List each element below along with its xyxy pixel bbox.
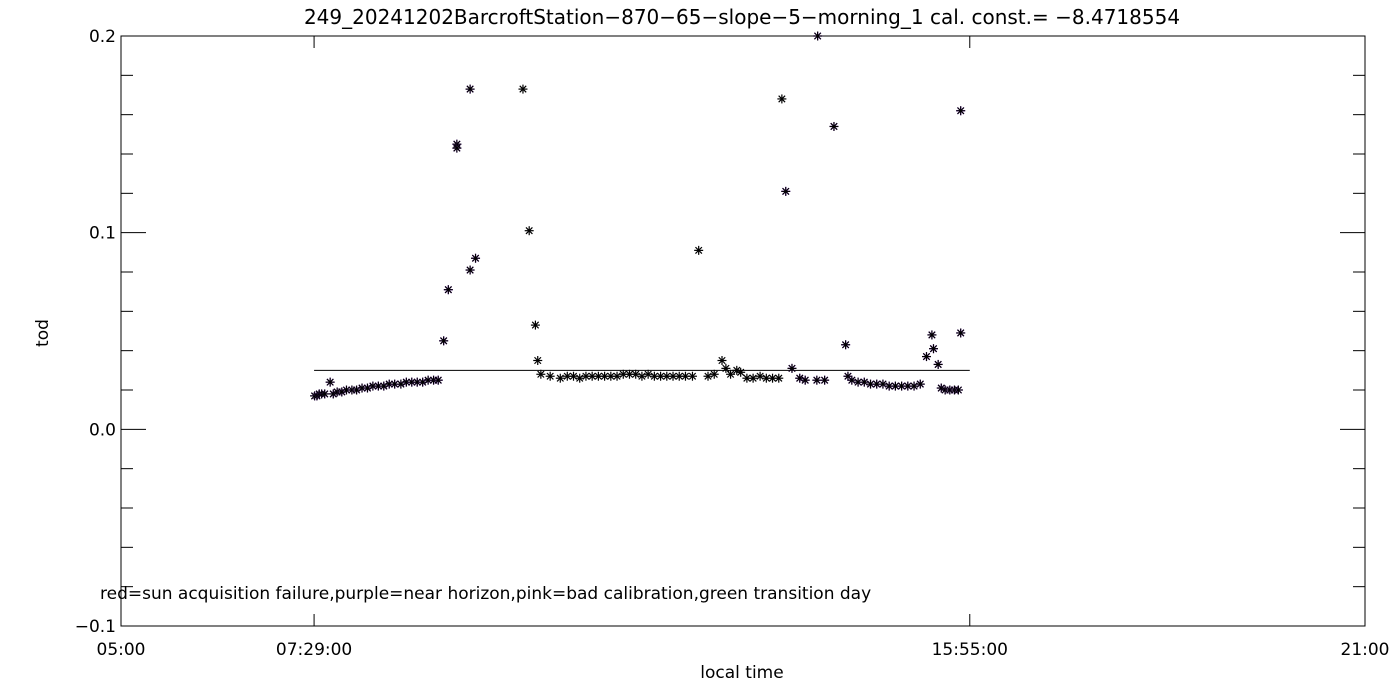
data-point [717, 356, 727, 365]
near-horizon-point [443, 285, 453, 295]
data-point [530, 320, 540, 330]
near-horizon-point [800, 375, 810, 385]
axis-tick-labels: 05:00 07:29:00 15:55:00 21:00 0.2 0.1 0.0 −0.1 [75, 27, 1390, 660]
near-horizon-point [928, 344, 938, 354]
near-horizon-point [320, 389, 330, 399]
data-point [709, 369, 719, 379]
x-tick-label: 07:29:00 [276, 640, 352, 660]
axis-ticks [120, 35, 1366, 627]
data-point [631, 369, 641, 379]
data-point [687, 371, 697, 381]
data-point [533, 356, 543, 365]
near-horizon-point [407, 377, 417, 387]
near-horizon-point [781, 186, 791, 196]
data-point [606, 371, 616, 381]
near-horizon-point [471, 253, 481, 263]
near-horizon-point [953, 385, 963, 395]
near-horizon-point [325, 377, 335, 387]
data-point [575, 373, 585, 383]
data-point [524, 226, 534, 236]
data-point [726, 369, 736, 379]
data-point [637, 371, 647, 381]
data-point [755, 371, 765, 381]
legend-annotation: red=sun acquisition failure,purple=near … [100, 584, 871, 604]
data-point [748, 373, 758, 383]
x-tick-label: 21:00 [1341, 640, 1390, 660]
near-horizon-point [956, 328, 966, 338]
data-point [680, 371, 690, 381]
y-tick-label: 0.0 [89, 420, 116, 440]
y-tick-label: 0.2 [89, 27, 116, 47]
near-horizon-point [433, 375, 443, 385]
data-point [545, 371, 555, 381]
data-point [612, 371, 622, 381]
near-horizon-point [859, 377, 869, 387]
near-horizon-point [368, 381, 378, 391]
data-point [643, 369, 653, 379]
near-horizon-point [787, 363, 797, 373]
near-horizon-point [909, 381, 919, 391]
near-horizon-point [956, 106, 966, 116]
data-point [703, 371, 713, 381]
data-point [587, 371, 597, 381]
y-axis-label: tod [33, 319, 53, 347]
x-tick-label: 05:00 [97, 640, 146, 660]
near-horizon-point [813, 31, 823, 41]
data-point [555, 373, 565, 383]
near-horizon-point [841, 340, 851, 350]
y-tick-label: −0.1 [75, 617, 116, 637]
near-horizon-point [341, 385, 351, 395]
near-horizon-point [465, 84, 475, 94]
data-point [777, 94, 787, 104]
data-point [518, 84, 528, 94]
near-horizon-point [847, 375, 857, 385]
plot-frame [120, 35, 1366, 627]
near-horizon-point [820, 375, 830, 385]
data-points [310, 31, 966, 401]
y-tick-label: 0.1 [89, 224, 116, 244]
near-horizon-point [812, 375, 822, 385]
x-tick-label: 15:55:00 [932, 640, 1008, 660]
near-horizon-point [921, 352, 931, 362]
data-point [536, 369, 546, 379]
data-point [581, 371, 591, 381]
near-horizon-point [915, 379, 925, 389]
near-horizon-point [853, 377, 863, 387]
near-horizon-point [829, 121, 839, 131]
near-horizon-point [878, 379, 888, 389]
data-point [736, 367, 746, 377]
x-axis-label: local time [700, 663, 783, 683]
near-horizon-point [872, 379, 882, 389]
data-point [774, 373, 784, 383]
plot-border [120, 35, 1366, 627]
near-horizon-point [439, 336, 449, 346]
data-point [694, 245, 704, 255]
near-horizon-point [452, 143, 462, 153]
data-point [721, 363, 731, 373]
near-horizon-point [933, 359, 943, 369]
near-horizon-point [465, 265, 475, 275]
chart-title: 249_20241202BarcroftStation−870−65−slope… [304, 5, 1180, 29]
data-point [569, 371, 579, 381]
near-horizon-point [927, 330, 937, 340]
